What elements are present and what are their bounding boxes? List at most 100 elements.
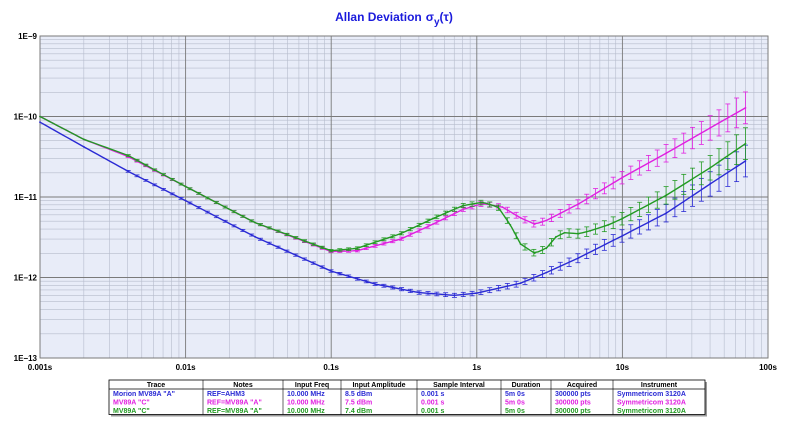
table-cell: REF=MV89A "A": [207, 400, 262, 407]
data-point: [374, 283, 376, 285]
data-point: [665, 152, 668, 155]
data-point: [355, 249, 358, 252]
table-cell: 7.5 dBm: [345, 400, 372, 407]
table-cell: Symmetricom 3120A: [617, 400, 686, 407]
data-point: [501, 206, 504, 208]
data-point: [709, 183, 711, 185]
data-point: [330, 270, 333, 273]
data-point: [355, 247, 358, 250]
table-cell: 5m 0s: [505, 391, 525, 398]
chart-title: Allan Deviation σy(τ): [335, 10, 453, 28]
data-point: [453, 294, 456, 297]
data-point: [589, 229, 591, 232]
data-point: [417, 291, 420, 294]
table-header-cell: Input Freq: [295, 382, 329, 389]
table-cell: 0.001 s: [421, 391, 444, 398]
chart-title-arg: (τ): [440, 10, 453, 24]
chart-title-subscript: y: [434, 17, 440, 28]
x-tick-label: 1s: [472, 363, 481, 372]
data-point: [519, 282, 522, 285]
data-point: [497, 206, 499, 208]
legend-table: Trace Morion MV89A "A" MV89A "C"MV89A "C" N…: [108, 379, 707, 417]
table-header-cell: Instrument: [641, 382, 678, 389]
y-tick-label: 1E−11: [14, 193, 37, 202]
table-header-cell: Duration: [512, 382, 541, 389]
data-point: [744, 106, 747, 109]
data-point: [39, 115, 41, 118]
data-point: [481, 201, 484, 204]
data-point: [126, 154, 129, 157]
data-point: [744, 160, 747, 162]
table-cell: Symmetricom 3120A: [617, 408, 686, 415]
data-point: [709, 166, 711, 169]
x-axis-tick-labels: 0.001s 0.01s 0.1s 1s 10s 100s: [28, 363, 778, 372]
y-tick-label: 1E−10: [14, 113, 38, 122]
x-tick-label: 0.001s: [28, 363, 53, 372]
data-point: [184, 185, 187, 188]
table-cell: 10.000 MHz: [287, 400, 325, 407]
data-point: [330, 249, 333, 252]
data-point: [577, 257, 580, 259]
table-cell: Morion MV89A "A": [113, 391, 175, 398]
table-cell: 300000 pts: [555, 408, 591, 415]
series-line: [39, 121, 746, 297]
table-cell: 7.4 dBm: [345, 408, 372, 415]
data-point: [665, 194, 668, 197]
table-cell: REF=AHM3: [207, 391, 245, 398]
data-point: [509, 224, 512, 226]
data-point: [545, 219, 548, 222]
data-point: [399, 232, 402, 235]
table-cell: REF=MV89A "A": [207, 408, 262, 415]
major-grid: [39, 35, 769, 359]
y-tick-label: 1E−12: [14, 274, 38, 283]
x-tick-label: 0.01s: [176, 363, 197, 372]
data-point: [709, 127, 711, 129]
data-point: [254, 235, 256, 238]
table-cell: Symmetricom 3120A: [617, 391, 686, 398]
data-point: [399, 238, 402, 240]
data-point: [555, 235, 557, 238]
data-point: [254, 221, 256, 224]
data-point: [39, 121, 41, 124]
x-tick-label: 0.1s: [323, 363, 339, 372]
data-point: [545, 271, 548, 274]
data-point: [519, 217, 522, 219]
y-tick-label: 1E−13: [14, 354, 38, 363]
table-cell: 0.001 s: [421, 400, 444, 407]
chart-title-text: Allan Deviation: [335, 10, 422, 24]
table-header-cell: Input Amplitude: [352, 382, 405, 389]
data-point: [519, 243, 522, 245]
table-cell: MV89A "C": [113, 400, 150, 407]
data-point: [577, 232, 580, 235]
data-point: [665, 212, 668, 215]
data-point: [607, 224, 610, 226]
data-point: [744, 142, 747, 145]
table-cell: 300000 pts: [555, 400, 591, 407]
table-cell: 8.5 dBm: [345, 391, 372, 398]
data-point: [533, 252, 536, 255]
table-cell: 10.000 MHz: [287, 408, 325, 415]
table-cell: 0.001 s: [421, 408, 444, 415]
data-point: [432, 223, 434, 226]
data-point: [461, 204, 464, 207]
x-tick-label: 100s: [759, 363, 777, 372]
series-3: [39, 115, 748, 257]
data-point: [82, 145, 85, 148]
table-cell: 5m 0s: [505, 400, 525, 407]
data-point: [82, 138, 85, 141]
data-point: [621, 176, 624, 179]
y-axis-tick-labels: 1E−13 1E−12 1E−11 1E−10 1E−9: [14, 32, 38, 363]
data-point: [126, 170, 129, 172]
table-cell: MV89A "C": [113, 408, 150, 415]
table-frame: [108, 379, 706, 415]
series-layer: [39, 91, 748, 298]
table-header-cell: Notes: [233, 382, 253, 389]
table-header-cell: Trace: [147, 382, 165, 389]
data-point: [577, 203, 580, 205]
data-point: [563, 231, 566, 234]
data-point: [432, 217, 434, 220]
series-line: [39, 115, 746, 254]
table-cell: 5m 0s: [505, 408, 525, 415]
